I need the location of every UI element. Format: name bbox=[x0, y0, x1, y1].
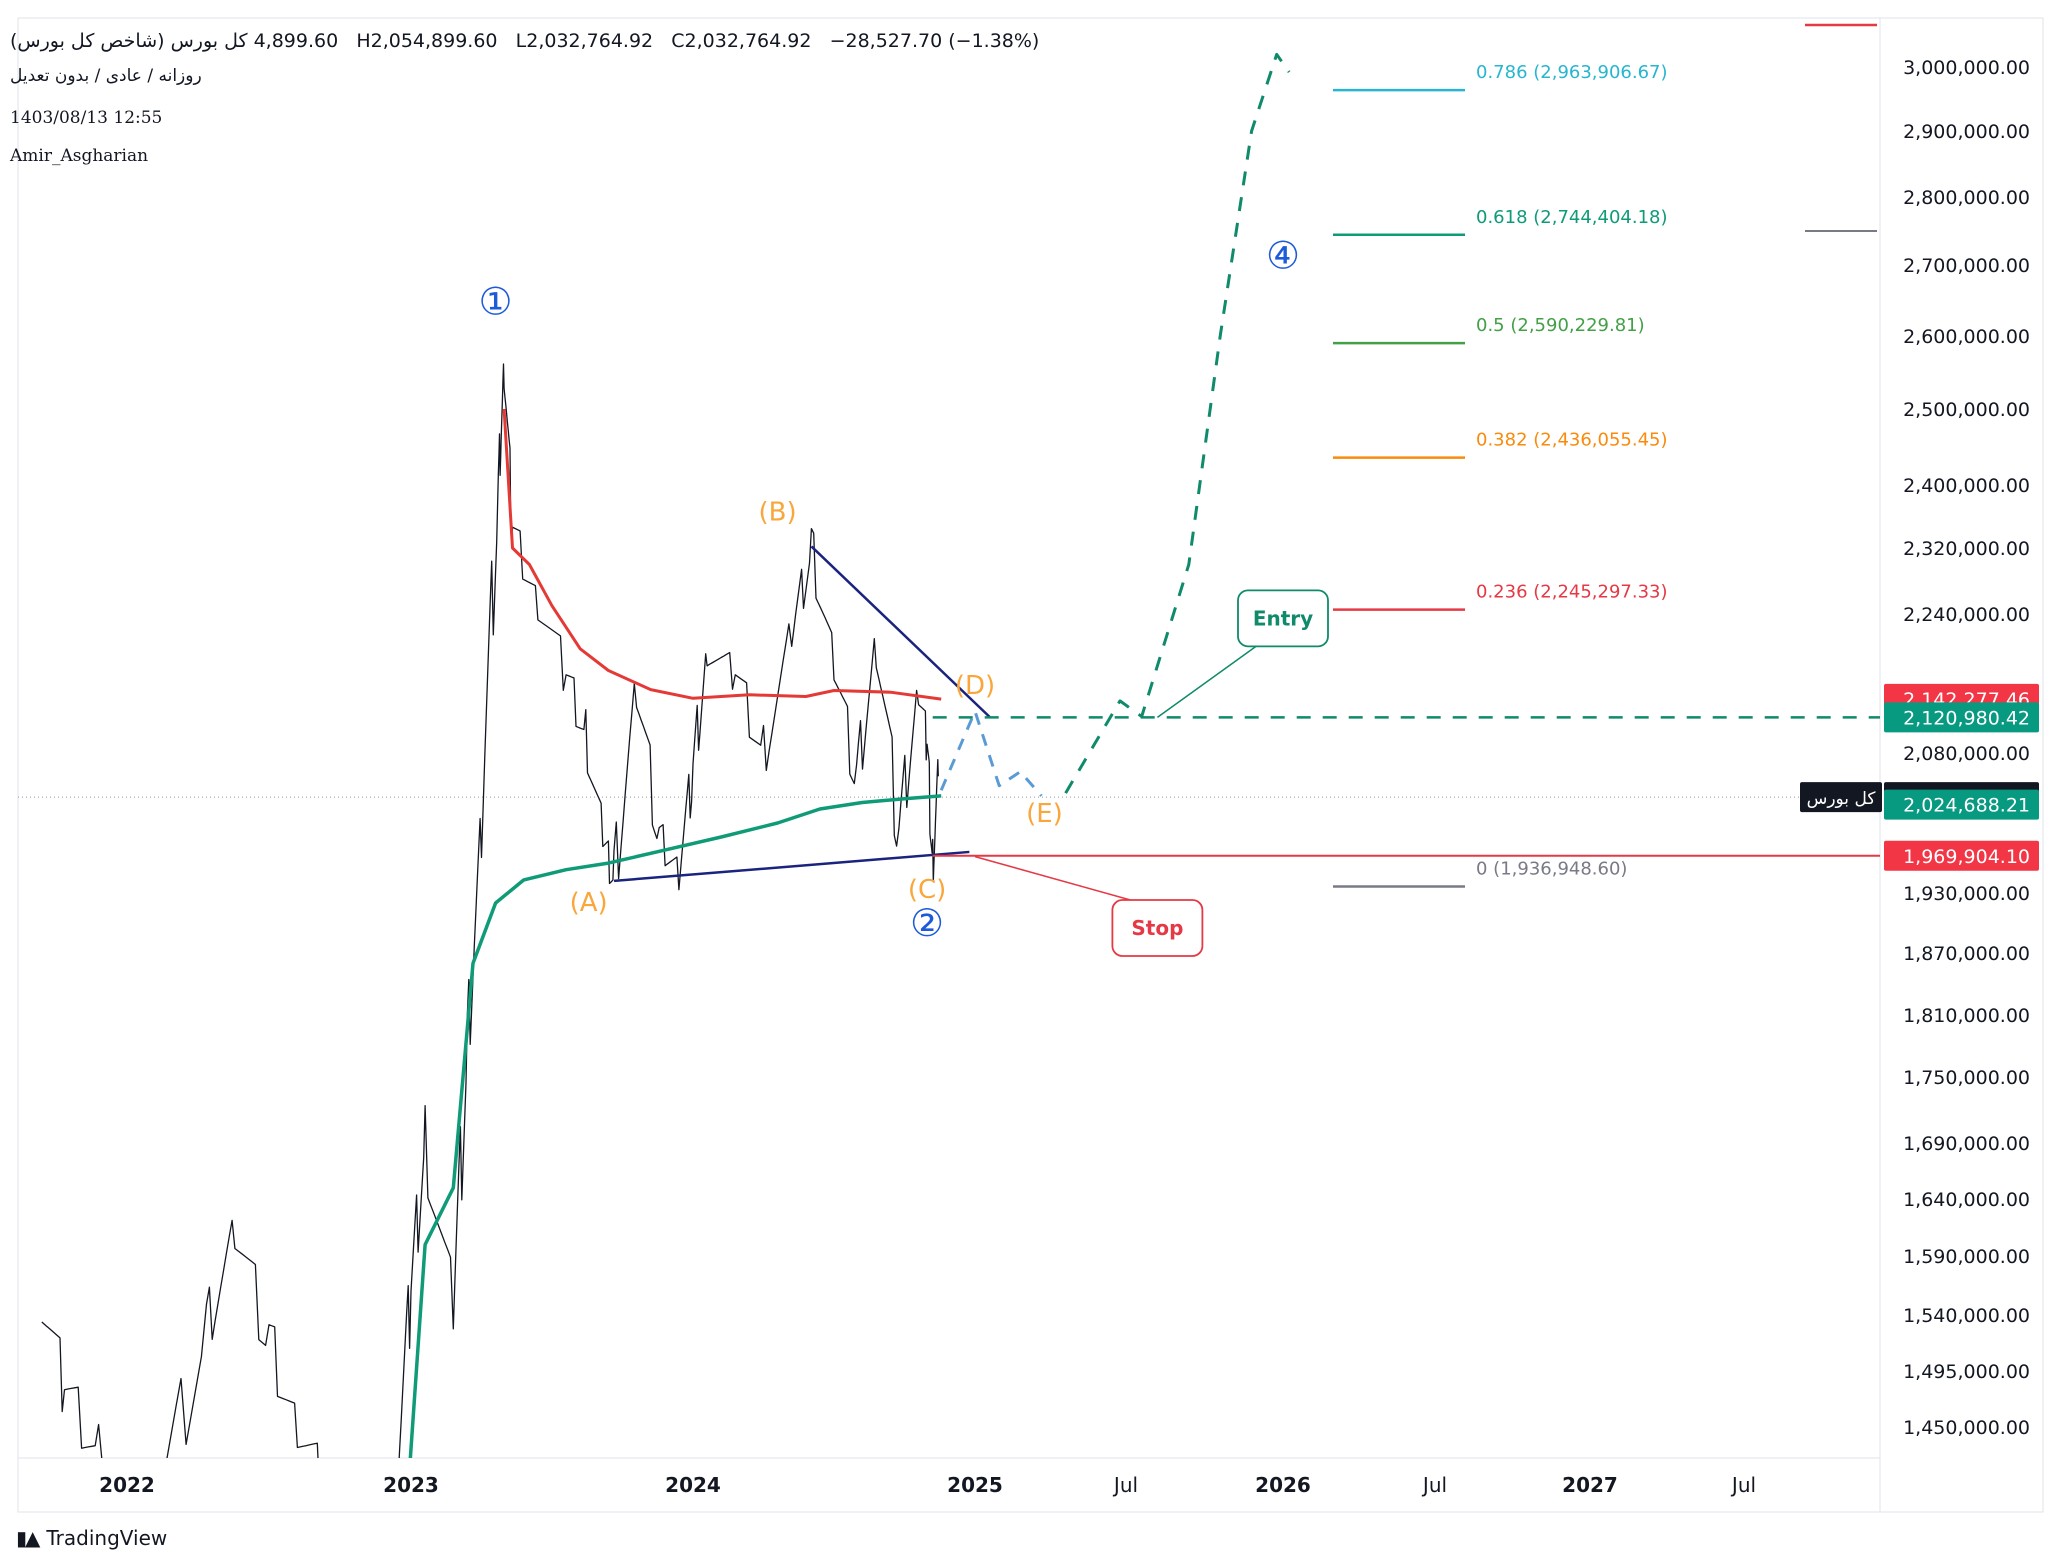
open-value: 4,899.60 bbox=[253, 30, 339, 52]
chart-author: Amir_Asgharian bbox=[10, 146, 149, 166]
change-value: −28,527.70 (−1.38%) bbox=[829, 30, 1040, 52]
fib-label-5: 0 (1,936,948.60) bbox=[1476, 859, 1627, 880]
series-alt-projection bbox=[939, 709, 1043, 797]
wave-label-0: ① bbox=[479, 280, 513, 324]
y-tick-6: 2,400,000.00 bbox=[1903, 475, 2030, 497]
symbol-label-bg bbox=[1800, 782, 1882, 813]
y-tick-19: 1,450,000.00 bbox=[1903, 1417, 2030, 1439]
wave-label-1: (B) bbox=[759, 497, 797, 527]
y-tick-4: 2,600,000.00 bbox=[1903, 326, 2030, 348]
tradingview-logo[interactable]: ▮▲ TradingView bbox=[16, 1526, 167, 1550]
price-label-4: 1,969,904.10 bbox=[1903, 846, 2030, 868]
y-tick-14: 1,690,000.00 bbox=[1903, 1133, 2030, 1155]
y-tick-12: 1,810,000.00 bbox=[1903, 1005, 2030, 1027]
triangle-trendline-1 bbox=[810, 545, 991, 719]
y-tick-0: 3,000,000.00 bbox=[1903, 57, 2030, 79]
high-value: H2,054,899.60 bbox=[356, 30, 498, 52]
y-tick-3: 2,700,000.00 bbox=[1903, 255, 2030, 277]
x-tick-4: Jul bbox=[1112, 1473, 1138, 1497]
price-label-1: 2,120,980.42 bbox=[1903, 707, 2030, 729]
series-price bbox=[41, 363, 939, 1458]
wave-label-6: ② bbox=[910, 901, 944, 945]
y-tick-7: 2,320,000.00 bbox=[1903, 538, 2030, 560]
x-tick-1: 2023 bbox=[383, 1473, 439, 1497]
wave-label-4: (A) bbox=[570, 888, 608, 918]
series-green-ma bbox=[408, 794, 942, 1458]
fib-label-2: 0.5 (2,590,229.81) bbox=[1476, 315, 1645, 336]
tradingview-brand: TradingView bbox=[46, 1526, 168, 1550]
callout-pointer-0 bbox=[1156, 645, 1257, 718]
y-tick-13: 1,750,000.00 bbox=[1903, 1067, 2030, 1089]
y-tick-9: 2,080,000.00 bbox=[1903, 743, 2030, 765]
plot-area bbox=[18, 52, 1880, 1458]
x-tick-6: Jul bbox=[1421, 1473, 1447, 1497]
ohlc-legend: کل بورس (شاخص کل بورس) 4,899.60 H2,054,8… bbox=[10, 30, 1039, 52]
low-value: L2,032,764.92 bbox=[515, 30, 654, 52]
y-tick-8: 2,240,000.00 bbox=[1903, 604, 2030, 626]
fib-label-4: 0.236 (2,245,297.33) bbox=[1476, 582, 1668, 603]
y-tick-1: 2,900,000.00 bbox=[1903, 121, 2030, 143]
y-tick-2: 2,800,000.00 bbox=[1903, 187, 2030, 209]
callout-text-0: Entry bbox=[1253, 606, 1313, 630]
price-label-3: 2,024,688.21 bbox=[1903, 795, 2030, 817]
wave-label-2: (D) bbox=[955, 671, 995, 701]
fib-label-1: 0.618 (2,744,404.18) bbox=[1476, 207, 1668, 228]
x-tick-0: 2022 bbox=[99, 1473, 155, 1497]
symbol-label: کل بورس bbox=[1807, 789, 1877, 809]
y-tick-16: 1,590,000.00 bbox=[1903, 1246, 2030, 1268]
close-value: C2,032,764.92 bbox=[671, 30, 812, 52]
x-tick-2: 2024 bbox=[665, 1473, 721, 1497]
wave-label-3: (E) bbox=[1026, 799, 1063, 829]
y-tick-5: 2,500,000.00 bbox=[1903, 399, 2030, 421]
price-label-bg-1 bbox=[1884, 702, 2039, 733]
callout-box-1 bbox=[1111, 899, 1204, 957]
callout-box-0 bbox=[1237, 589, 1329, 648]
wave-label-5: (C) bbox=[908, 875, 946, 905]
callout-text-1: Stop bbox=[1131, 916, 1183, 940]
x-tick-3: 2025 bbox=[947, 1473, 1003, 1497]
x-tick-5: 2026 bbox=[1255, 1473, 1311, 1497]
interval-subtitle: روزانه / عادی / بدون تعدیل bbox=[10, 66, 202, 86]
fib-label-3: 0.382 (2,436,055.45) bbox=[1476, 430, 1668, 451]
y-tick-10: 1,930,000.00 bbox=[1903, 883, 2030, 905]
x-tick-8: Jul bbox=[1730, 1473, 1756, 1497]
y-tick-11: 1,870,000.00 bbox=[1903, 943, 2030, 965]
y-tick-15: 1,640,000.00 bbox=[1903, 1189, 2030, 1211]
chart-date: 1403/08/13 12:55 bbox=[10, 108, 163, 128]
fib-label-0: 0.786 (2,963,906.67) bbox=[1476, 62, 1668, 83]
series-main-projection bbox=[1064, 52, 1291, 794]
tradingview-logo-icon: ▮▲ bbox=[16, 1526, 40, 1550]
callout-pointer-1 bbox=[974, 855, 1131, 901]
price-label-bg-3 bbox=[1884, 789, 2039, 820]
wave-label-7: ④ bbox=[1266, 234, 1300, 278]
series-red-ma bbox=[502, 408, 942, 701]
x-tick-7: 2027 bbox=[1562, 1473, 1618, 1497]
chart-frame bbox=[17, 17, 2044, 1513]
y-tick-17: 1,540,000.00 bbox=[1903, 1305, 2030, 1327]
triangle-trendline-0 bbox=[613, 850, 970, 883]
price-label-bg-4 bbox=[1884, 840, 2039, 871]
symbol-name: کل بورس (شاخص کل بورس) bbox=[10, 30, 248, 52]
y-tick-18: 1,495,000.00 bbox=[1903, 1361, 2030, 1383]
